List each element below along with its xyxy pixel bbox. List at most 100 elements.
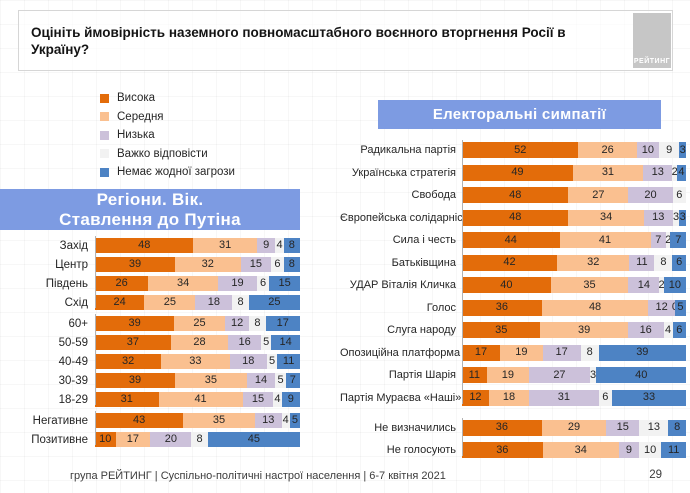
bar-segment-value: 35 xyxy=(583,278,596,291)
bar-segment: 10 xyxy=(638,442,662,458)
bar-row: Захід 48 31 9 4 8 xyxy=(0,238,301,253)
bar-segment: 16 xyxy=(228,335,262,350)
bar-segment: 9 xyxy=(618,442,639,458)
bar-segment-value: 33 xyxy=(642,391,656,403)
bar-segment: 10 xyxy=(636,142,660,158)
bar-segment-value: 26 xyxy=(601,143,614,156)
bar-segment: 40 xyxy=(462,277,551,293)
bar-segment-value: 18 xyxy=(502,391,516,403)
legend-label: Немає жодної загрози xyxy=(117,166,235,178)
bar-segment-value: 52 xyxy=(514,143,527,156)
bar-segment-value: 34 xyxy=(177,277,190,289)
bar-row: Опозиційна платформа 17 19 17 8 39 xyxy=(340,344,686,361)
bar-segment-value: 6 xyxy=(274,258,281,270)
bar-segment-value: 32 xyxy=(201,258,214,270)
bar-segment: 6 xyxy=(271,257,284,272)
bar-segment-value: 17 xyxy=(276,317,289,329)
bar-stack: 32 33 18 5 11 xyxy=(95,354,300,369)
bar-segment: 12 xyxy=(648,299,675,316)
bar-segment-value: 17 xyxy=(474,346,488,358)
footer-source: група РЕЙТИНГ | Суспільно-політичні наст… xyxy=(70,470,446,482)
bar-segment-value: 15 xyxy=(249,258,263,270)
bar-row: 18-29 31 41 15 4 9 xyxy=(0,392,300,407)
bar-segment-value: 4 xyxy=(274,393,281,405)
bar-segment: 5 xyxy=(275,373,286,388)
bar-segment-value: 48 xyxy=(509,211,522,223)
bar-segment-value: 12 xyxy=(655,301,668,313)
bar-segment: 36 xyxy=(462,442,543,458)
bar-segment-value: 48 xyxy=(509,188,522,201)
bar-segment-value: 6 xyxy=(260,277,267,289)
bar-segment: 15 xyxy=(606,419,640,436)
bar-row: Позитивне 10 17 20 8 45 xyxy=(0,432,300,447)
bar-segment: 28 xyxy=(170,335,229,350)
bar-segment: 32 xyxy=(557,254,630,271)
bar-segment: 7 xyxy=(285,373,300,388)
bar-segment: 5 xyxy=(266,354,278,369)
bar-segment: 12 xyxy=(224,316,250,331)
bar-segment: 44 xyxy=(462,232,560,248)
bar-segment-value: 10 xyxy=(641,143,655,156)
bar-segment-value: 14 xyxy=(637,278,650,291)
bar-segment: 6 xyxy=(598,389,613,406)
bar-segment-value: 14 xyxy=(279,336,292,348)
bar-row-label: Партія Мураєва «Наші» xyxy=(340,391,462,404)
bar-segment-value: 6 xyxy=(676,256,683,268)
bar-segment: 25 xyxy=(248,295,301,310)
bar-segment-value: 39 xyxy=(128,374,142,386)
bar-segment: 34 xyxy=(148,276,218,291)
bar-segment: 5 xyxy=(289,413,301,428)
bar-segment: 31 xyxy=(95,392,159,407)
bar-segment: 32 xyxy=(95,354,162,369)
bar-segment-value: 32 xyxy=(122,355,135,367)
bar-segment: 8 xyxy=(668,419,686,436)
bar-segment-value: 4 xyxy=(678,166,685,178)
bar-row: Батьківщина 42 32 11 8 6 xyxy=(340,254,686,271)
bar-segment-value: 26 xyxy=(115,277,128,289)
bar-segment: 2 xyxy=(658,277,665,293)
bar-row-label: Слуга народу xyxy=(387,324,456,336)
bar-group-undecided: Не визначились 36 29 15 13 8 Не голосують 36 34 9… xyxy=(340,417,686,458)
bar-segment-value: 10 xyxy=(644,443,657,456)
bar-segment-value: 39 xyxy=(636,346,649,358)
bar-segment-value: 6 xyxy=(676,188,683,201)
bar-segment-value: 4 xyxy=(276,239,283,251)
bar-segment: 6 xyxy=(672,322,686,338)
bar-segment: 11 xyxy=(277,354,300,369)
bar-segment: 4 xyxy=(663,322,673,338)
bar-segment-value: 2 xyxy=(658,278,665,291)
bar-stack: 10 17 20 8 45 xyxy=(95,432,300,447)
bar-segment-value: 39 xyxy=(128,317,141,329)
bar-segment-value: 13 xyxy=(652,211,665,223)
bar-segment-value: 31 xyxy=(219,239,232,251)
legend-color-chip xyxy=(100,130,109,140)
bar-segment: 6 xyxy=(672,187,686,203)
bar-row-label: 18-29 xyxy=(58,393,88,406)
bar-segment-value: 35 xyxy=(204,374,217,386)
bar-segment-value: 9 xyxy=(666,143,673,156)
bar-row: 40-49 32 33 18 5 11 xyxy=(0,354,300,369)
bar-segment-value: 6 xyxy=(602,391,609,403)
bar-stack: 35 39 16 4 6 xyxy=(462,322,686,338)
bar-row: Свобода 48 27 20 6 xyxy=(340,187,686,203)
bar-segment: 15 xyxy=(240,257,272,272)
bar-segment-value: 35 xyxy=(495,323,508,336)
bar-segment-value: 8 xyxy=(254,317,261,329)
bar-segment: 3 xyxy=(679,142,686,158)
bar-segment-value: 19 xyxy=(231,277,244,289)
right-panel-header-text: Електоральні симпатії xyxy=(432,106,607,123)
bar-row-label: УДАР Віталія Кличка xyxy=(349,279,456,291)
bar-segment: 11 xyxy=(629,254,655,271)
bar-segment-value: 31 xyxy=(601,166,615,178)
right-panel-header: Електоральні симпатії xyxy=(378,100,661,129)
bar-segment: 42 xyxy=(462,254,558,271)
bar-segment-value: 25 xyxy=(163,296,176,308)
bar-row-label: Захід xyxy=(59,239,88,252)
bar-segment: 18 xyxy=(195,295,233,310)
bar-segment-value: 32 xyxy=(587,256,600,268)
bar-segment: 7 xyxy=(650,232,667,248)
bar-segment: 8 xyxy=(249,316,266,331)
bar-stack: 39 32 15 6 8 xyxy=(95,257,300,272)
rating-group-logo: РЕЙТИНГ xyxy=(633,13,671,68)
bar-segment-value: 19 xyxy=(515,346,528,358)
